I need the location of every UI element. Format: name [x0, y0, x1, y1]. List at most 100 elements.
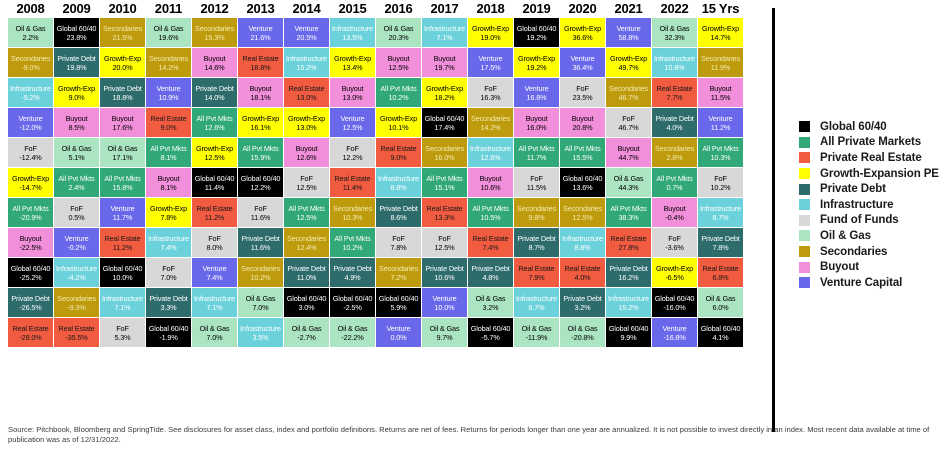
return-value: -6.5%: [665, 272, 684, 282]
asset-class-label: FoF: [392, 233, 405, 243]
return-value: 19.2%: [526, 62, 547, 72]
return-cell: Secondaries 2.8%: [652, 138, 697, 167]
return-value: 8.1%: [160, 182, 177, 192]
return-value: 36.4%: [572, 62, 593, 72]
return-value: 17.6%: [112, 122, 133, 132]
return-cell: Oil & Gas -2.7%: [284, 318, 329, 347]
return-value: 19.0%: [480, 32, 501, 42]
return-value: -20.9%: [19, 212, 42, 222]
return-cell: All Pvt Mkts 0.7%: [652, 168, 697, 197]
return-cell: Oil & Gas -11.9%: [514, 318, 559, 347]
return-value: 12.5%: [296, 182, 317, 192]
return-cell: Real Estate 6.8%: [698, 258, 743, 287]
return-value: 3.0%: [298, 302, 315, 312]
return-value: 20.5%: [296, 32, 317, 42]
asset-class-label: Infrastructure: [194, 293, 235, 303]
return-cell: Growth-Exp 14.7%: [698, 18, 743, 47]
asset-class-label: Private Debt: [149, 293, 188, 303]
return-value: 11.6%: [250, 242, 271, 252]
return-value: 19.8%: [66, 62, 87, 72]
return-cell: FoF 7.0%: [146, 258, 191, 287]
returns-table: 2008 Oil & Gas 2.2% Secondaries -9.0% Infrast…: [8, 1, 743, 348]
return-cell: All Pvt Mkts 10.2%: [376, 78, 421, 107]
return-cell: Secondaries 12.5%: [560, 198, 605, 227]
asset-class-label: Buyout: [19, 233, 42, 243]
return-cell: Oil & Gas 44.3%: [606, 168, 651, 197]
return-cell: Private Debt 16.2%: [606, 258, 651, 287]
legend-label: Global 60/40: [820, 120, 887, 133]
asset-class-label: Oil & Gas: [429, 323, 460, 333]
return-value: 18.2%: [434, 92, 455, 102]
return-value: 20.8%: [572, 122, 593, 132]
asset-class-label: Secondaries: [11, 53, 50, 63]
asset-class-label: Venture: [156, 83, 181, 93]
return-cell: Real Estate 13.3%: [422, 198, 467, 227]
return-cell: All Pvt Mkts 15.1%: [422, 168, 467, 197]
return-cell: All Pvt Mkts 15.9%: [238, 138, 283, 167]
year-header: 2014: [292, 1, 321, 16]
return-value: -25.2%: [19, 272, 42, 282]
asset-class-label: Growth-Exp: [379, 113, 418, 123]
asset-class-label: Private Debt: [701, 233, 740, 243]
return-value: -0.2%: [67, 242, 86, 252]
return-cell: Buyout 8.5%: [54, 108, 99, 137]
return-cell: Venture 12.5%: [330, 108, 375, 137]
year-header: 2011: [154, 1, 183, 16]
return-value: 3.5%: [252, 332, 269, 342]
asset-class-label: Oil & Gas: [291, 323, 322, 333]
return-cell: Oil & Gas 20.3%: [376, 18, 421, 47]
return-cell: Private Debt 4.0%: [652, 108, 697, 137]
return-value: 11.2%: [204, 212, 225, 222]
asset-class-label: Growth-Exp: [333, 53, 372, 63]
return-cell: Private Debt 8.6%: [376, 198, 421, 227]
asset-class-label: Secondaries: [517, 203, 556, 213]
return-cell: Secondaries 14.2%: [146, 48, 191, 77]
return-value: 19.2%: [526, 32, 547, 42]
return-cell: Venture 10.9%: [146, 78, 191, 107]
return-value: 7.1%: [114, 302, 131, 312]
year-column: 2010 Secondaries 21.5% Growth-Exp 20.0% Priva…: [100, 1, 145, 348]
asset-class-label: Private Debt: [471, 263, 510, 273]
return-value: -9.0%: [21, 62, 40, 72]
legend-item: Venture Capital: [799, 275, 939, 291]
return-cell: Oil & Gas 2.2%: [8, 18, 53, 47]
asset-class-label: Private Debt: [609, 263, 648, 273]
return-value: 15.2%: [618, 302, 639, 312]
return-value: 16.1%: [250, 122, 271, 132]
asset-class-label: Global 60/40: [562, 173, 603, 183]
return-value: -35.5%: [65, 332, 88, 342]
return-cell: Growth-Exp -6.5%: [652, 258, 697, 287]
asset-class-label: Real Estate: [104, 233, 141, 243]
asset-class-label: Global 60/40: [10, 263, 51, 273]
return-cell: FoF 12.5%: [422, 228, 467, 257]
return-value: 8.0%: [206, 242, 223, 252]
return-cell: All Pvt Mkts 10.5%: [468, 198, 513, 227]
asset-class-label: Secondaries: [563, 203, 602, 213]
asset-class-label: All Pvt Mkts: [564, 143, 601, 153]
year-header: 2022: [660, 1, 689, 16]
return-cell: Real Estate -28.0%: [8, 318, 53, 347]
asset-class-label: FoF: [484, 83, 497, 93]
year-header: 2016: [384, 1, 413, 16]
year-column: 2013 Venture 21.6% Real Estate 18.8% Buyout 18…: [238, 1, 283, 348]
asset-class-label: Real Estate: [242, 53, 279, 63]
asset-class-label: Global 60/40: [56, 23, 97, 33]
legend-swatch-icon: [799, 199, 810, 211]
return-value: 19.7%: [434, 62, 455, 72]
asset-class-label: Global 60/40: [332, 293, 373, 303]
return-value: 8.1%: [160, 152, 177, 162]
return-value: 9.0%: [390, 152, 407, 162]
return-value: 6.7%: [528, 302, 545, 312]
return-value: 4.0%: [666, 122, 683, 132]
year-header: 2021: [614, 1, 643, 16]
return-cell: Real Estate 27.8%: [606, 228, 651, 257]
asset-class-label: Buyout: [341, 83, 364, 93]
asset-class-label: Private Debt: [655, 113, 694, 123]
return-cell: Secondaries 10.3%: [330, 198, 375, 227]
return-value: 2.8%: [666, 152, 683, 162]
return-value: 36.6%: [572, 32, 593, 42]
return-cell: Real Estate 7.4%: [468, 228, 513, 257]
return-cell: FoF 12.5%: [284, 168, 329, 197]
asset-class-label: Oil & Gas: [337, 323, 368, 333]
asset-class-label: FoF: [24, 143, 37, 153]
